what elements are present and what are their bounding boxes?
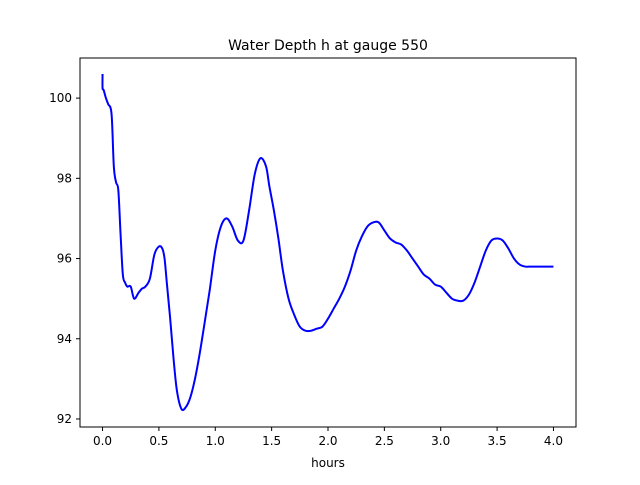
y-axis: 92 94 96 98 100 <box>49 91 80 426</box>
x-tick-label: 4.0 <box>544 434 563 448</box>
series-line <box>101 74 554 412</box>
x-axis: 0.0 0.5 1.0 1.5 2.0 2.5 3.0 3.5 4.0 <box>93 427 563 448</box>
x-tick-label: 0.5 <box>149 434 168 448</box>
y-tick-label: 98 <box>57 171 72 185</box>
chart-title: Water Depth h at gauge 550 <box>228 38 428 54</box>
x-axis-label: hours <box>311 456 345 470</box>
x-tick-label: 1.0 <box>206 434 225 448</box>
y-tick-label: 100 <box>49 91 72 105</box>
y-tick-label: 92 <box>57 412 72 426</box>
x-tick-label: 2.0 <box>318 434 337 448</box>
x-tick-label: 3.5 <box>488 434 507 448</box>
x-tick-label: 2.5 <box>375 434 394 448</box>
y-tick-label: 94 <box>57 332 72 346</box>
x-tick-label: 3.0 <box>431 434 450 448</box>
x-tick-label: 0.0 <box>93 434 112 448</box>
plot-area: 0.0 0.5 1.0 1.5 2.0 2.5 3.0 3.5 4.0 92 94 96 98 100 <box>49 57 577 448</box>
x-tick-label: 1.5 <box>262 434 281 448</box>
y-tick-label: 96 <box>57 252 72 266</box>
